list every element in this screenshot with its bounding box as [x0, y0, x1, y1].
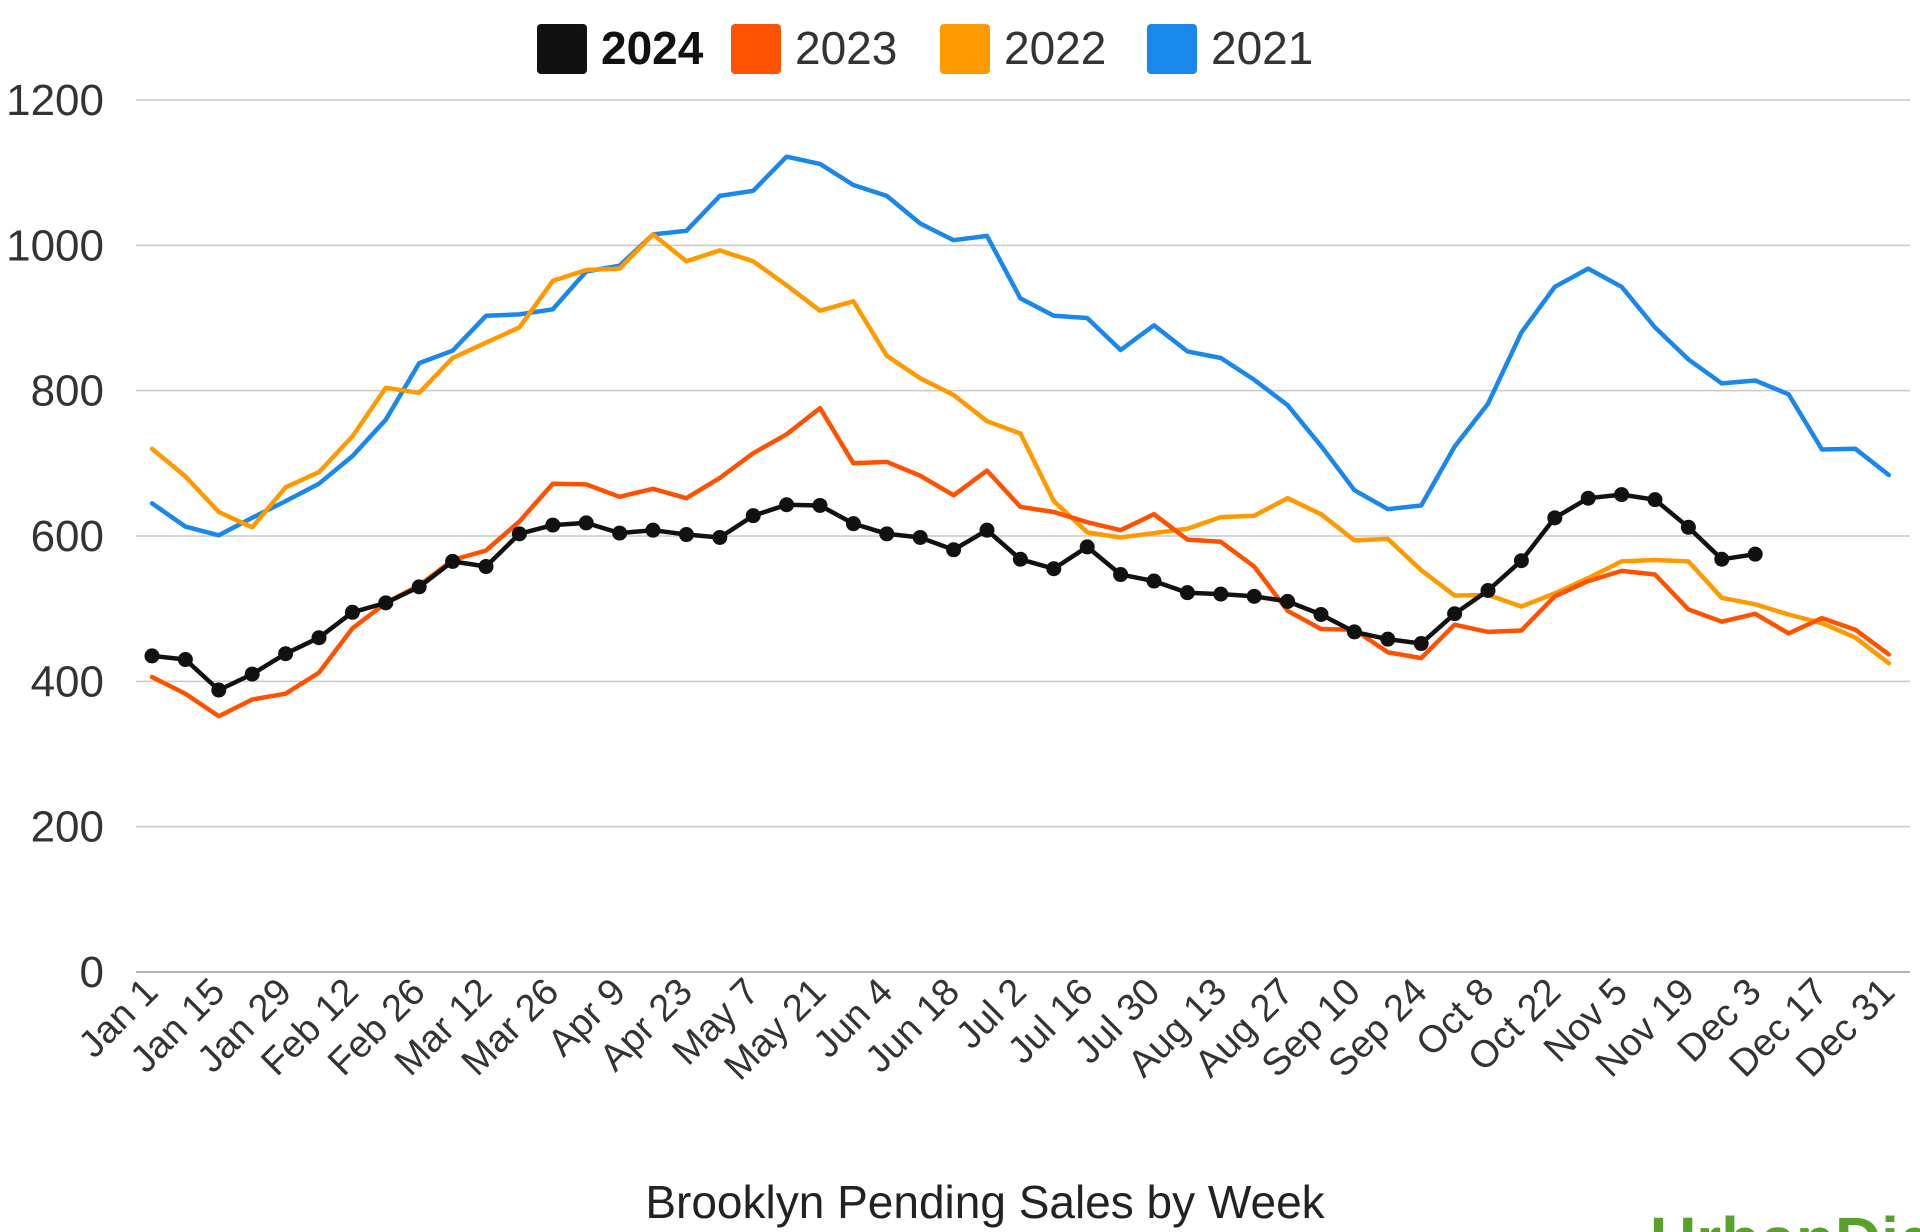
data-point-2024	[1413, 636, 1429, 652]
data-point-2024	[511, 526, 527, 542]
data-point-2024	[1213, 586, 1229, 602]
urbandig-logo: UrbanDig	[1650, 1204, 1920, 1232]
data-point-2024	[1179, 585, 1195, 601]
series-line-2021	[149, 154, 1892, 538]
data-point-2024	[745, 508, 761, 524]
data-point-2024	[1480, 583, 1496, 598]
y-tick-label: 0	[80, 948, 104, 997]
data-point-2024	[1614, 487, 1630, 503]
data-point-2024	[879, 526, 895, 542]
data-point-2024	[478, 559, 494, 575]
data-point-2024	[845, 516, 861, 532]
y-tick-label: 800	[31, 367, 104, 416]
data-point-2024	[1714, 551, 1730, 567]
series-2022	[149, 232, 1892, 666]
data-point-2024	[812, 497, 828, 513]
data-point-2024	[979, 522, 995, 538]
data-point-2024	[1313, 606, 1329, 622]
data-point-2024	[445, 553, 461, 569]
series-2021	[149, 154, 1892, 538]
legend-swatch-2021	[1147, 24, 1197, 74]
data-point-2024	[645, 522, 661, 538]
data-point-2024	[244, 666, 260, 682]
y-tick-label: 1200	[6, 76, 104, 125]
data-point-2024	[912, 529, 928, 545]
data-point-2024	[411, 579, 427, 595]
legend: 2024 2023 2022 2021	[537, 22, 1313, 74]
data-point-2024	[1547, 510, 1563, 526]
data-point-2024	[678, 527, 694, 543]
legend-label-2022: 2022	[1004, 22, 1106, 74]
chart-title: Brooklyn Pending Sales by Week	[645, 1176, 1325, 1228]
data-point-2024	[344, 604, 360, 620]
legend-label-2024: 2024	[601, 22, 704, 74]
data-point-2024	[779, 497, 795, 513]
data-point-2024	[1079, 539, 1095, 555]
data-point-2024	[1246, 588, 1262, 604]
data-point-2024	[1346, 624, 1362, 640]
y-tick-label: 400	[31, 657, 104, 706]
data-point-2024	[1647, 492, 1663, 508]
data-point-2024	[1680, 519, 1696, 535]
series-lines	[144, 154, 1892, 719]
data-point-2024	[1280, 593, 1296, 609]
data-point-2024	[1012, 551, 1028, 567]
data-point-2024	[612, 525, 628, 541]
data-point-2024	[1380, 631, 1396, 647]
data-point-2024	[1513, 553, 1529, 569]
data-point-2024	[177, 652, 193, 668]
series-2024	[144, 487, 1763, 698]
data-point-2024	[311, 630, 327, 646]
data-point-2024	[1580, 490, 1596, 506]
legend-label-2021: 2021	[1211, 22, 1313, 74]
y-tick-label: 600	[31, 512, 104, 561]
data-point-2024	[578, 515, 594, 531]
data-point-2024	[545, 517, 561, 533]
data-point-2024	[1146, 573, 1162, 589]
y-tick-label: 1000	[6, 221, 104, 270]
grid-lines	[136, 99, 1910, 828]
data-point-2024	[1447, 606, 1463, 622]
legend-swatch-2024	[537, 24, 587, 74]
series-line-2022	[149, 232, 1892, 666]
data-point-2024	[278, 646, 294, 662]
series-line-2024	[149, 492, 1758, 693]
legend-swatch-2023	[731, 24, 781, 74]
data-point-2024	[712, 529, 728, 545]
data-point-2024	[1046, 561, 1062, 577]
data-point-2024	[1747, 546, 1763, 562]
y-tick-label: 200	[31, 803, 104, 852]
data-point-2024	[378, 595, 394, 611]
legend-swatch-2022	[940, 24, 990, 74]
data-point-2024	[1113, 567, 1129, 583]
data-point-2024	[144, 648, 160, 664]
legend-label-2023: 2023	[795, 22, 897, 74]
data-point-2024	[211, 682, 227, 698]
y-axis-ticks: 0 200 400 600 800 1000 1200	[6, 76, 104, 997]
data-point-2024	[946, 542, 962, 558]
